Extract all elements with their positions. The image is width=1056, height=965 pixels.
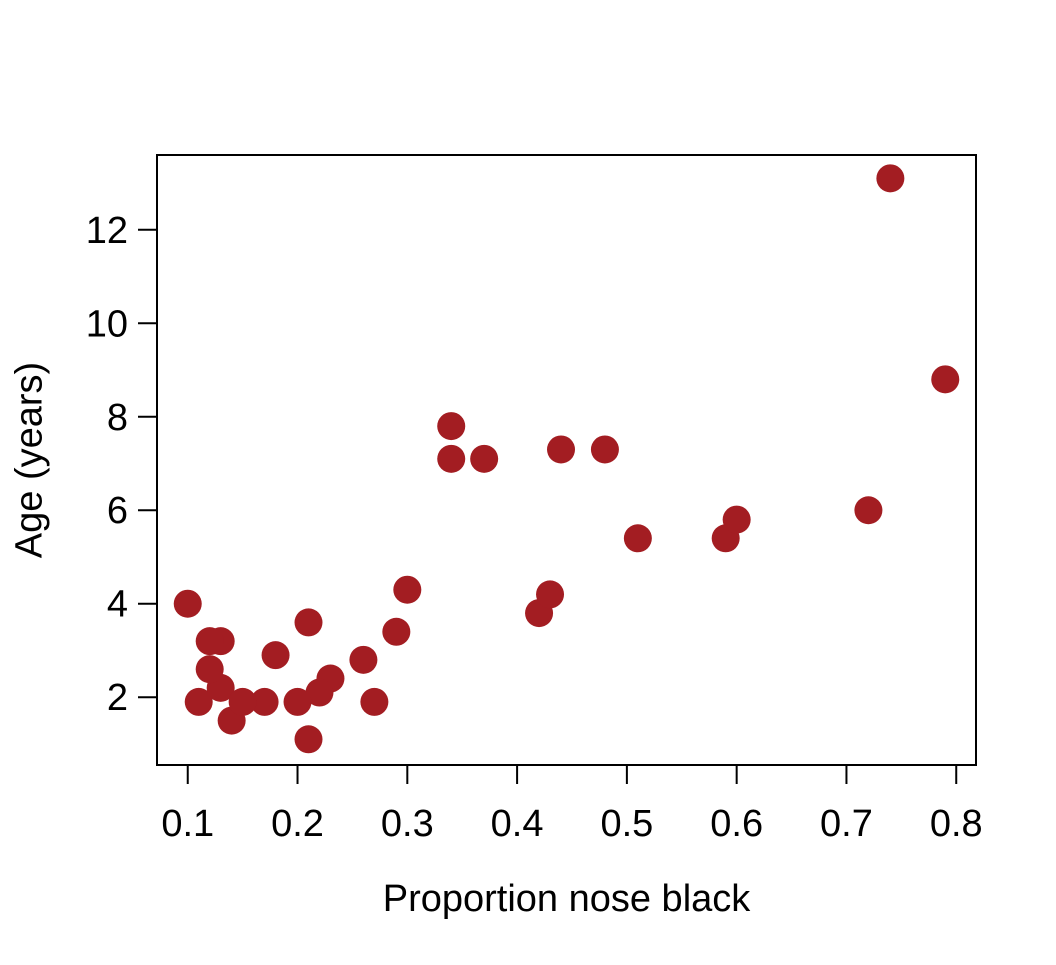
data-point <box>228 687 257 716</box>
data-point <box>382 617 411 646</box>
x-tick-label: 0.2 <box>271 803 324 845</box>
x-axis-title: Proportion nose black <box>382 878 751 920</box>
y-tick-label: 10 <box>86 303 128 345</box>
data-point <box>590 435 619 464</box>
data-point <box>294 725 323 754</box>
data-point <box>283 687 312 716</box>
data-point <box>294 608 323 637</box>
data-point <box>195 655 224 684</box>
x-tick-label: 0.6 <box>710 803 763 845</box>
data-point <box>261 641 290 670</box>
y-tick-label: 8 <box>107 397 128 439</box>
data-point <box>184 687 213 716</box>
data-point <box>854 496 883 525</box>
data-point <box>250 687 279 716</box>
y-tick-label: 4 <box>107 584 128 626</box>
x-tick-label: 0.5 <box>600 803 653 845</box>
data-point <box>931 365 960 394</box>
y-tick-label: 6 <box>107 490 128 532</box>
x-tick-label: 0.3 <box>381 803 434 845</box>
y-tick-label: 2 <box>107 677 128 719</box>
x-tick-label: 0.4 <box>491 803 544 845</box>
data-point <box>393 575 422 604</box>
y-axis-title: Age (years) <box>8 361 51 559</box>
data-point <box>173 589 202 618</box>
data-point <box>623 524 652 553</box>
data-point <box>305 678 334 707</box>
x-tick-label: 0.1 <box>161 803 214 845</box>
data-point <box>437 444 466 473</box>
data-point <box>470 444 499 473</box>
data-point <box>349 645 378 674</box>
data-point <box>360 687 389 716</box>
plot-box <box>156 154 977 766</box>
data-point <box>536 580 565 609</box>
data-point <box>876 164 905 193</box>
data-point <box>437 412 466 441</box>
data-point <box>547 435 576 464</box>
y-tick-label: 12 <box>86 210 128 252</box>
data-point <box>195 627 224 656</box>
x-tick-label: 0.7 <box>820 803 873 845</box>
x-tick-label: 0.8 <box>930 803 983 845</box>
data-point <box>722 505 751 534</box>
